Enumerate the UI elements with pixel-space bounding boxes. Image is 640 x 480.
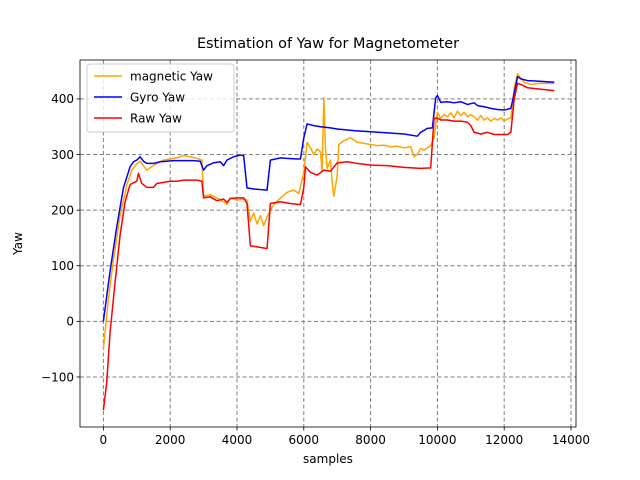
series-line-raw-yaw [102, 82, 555, 411]
y-tick-label: −100 [41, 370, 74, 384]
legend: magnetic Yaw Gyro Yaw Raw Yaw [86, 63, 235, 133]
y-axis-label: Yaw [11, 232, 25, 256]
x-tick-label: 8000 [355, 433, 386, 447]
legend-label: magnetic Yaw [130, 69, 213, 83]
series-line-gyro-yaw [102, 75, 555, 322]
x-tick-label: 6000 [289, 433, 320, 447]
x-tick-label: 10000 [418, 433, 456, 447]
y-tick-label: 400 [51, 92, 74, 106]
plot-series [102, 73, 555, 411]
legend-label: Raw Yaw [130, 111, 182, 125]
x-tick-label: 14000 [552, 433, 590, 447]
chart-title: Estimation of Yaw for Magnetometer [197, 36, 459, 52]
y-tick-label: 200 [51, 203, 74, 217]
x-tick-label: 12000 [485, 433, 523, 447]
grid [80, 60, 576, 427]
y-tick-label: 300 [51, 148, 74, 162]
y-tick-label: 100 [51, 259, 74, 273]
x-tick-label: 4000 [222, 433, 253, 447]
axis-ticks: 0 2000 4000 6000 8000 10000 12000 14000 −100 0 100… [41, 92, 590, 447]
x-tick-label: 2000 [155, 433, 186, 447]
series-line-magnetic-yaw [102, 73, 555, 350]
x-tick-label: 0 [100, 433, 108, 447]
y-tick-label: 0 [66, 315, 74, 329]
legend-label: Gyro Yaw [130, 90, 185, 104]
legend-box [86, 63, 235, 133]
x-axis-label: samples [303, 452, 353, 466]
plot-frame [79, 59, 577, 428]
